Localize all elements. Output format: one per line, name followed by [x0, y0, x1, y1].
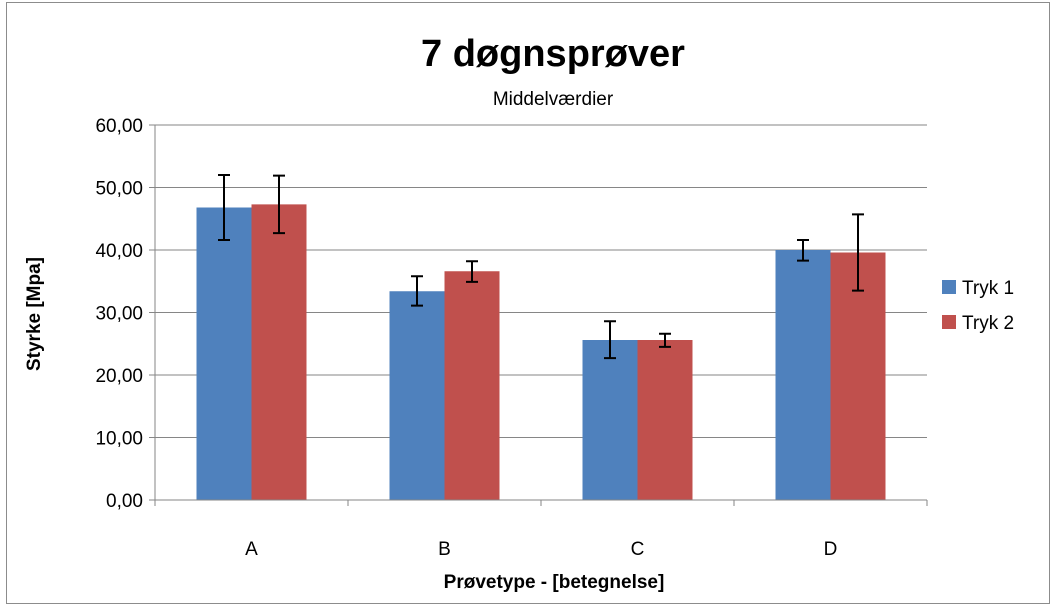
legend-label: Tryk 2 — [962, 313, 1014, 334]
bar — [775, 250, 831, 500]
y-tick-label: 50,00 — [95, 179, 143, 200]
chart-title: 7 døgnsprøver — [421, 33, 685, 75]
y-tick-label: 0,00 — [106, 491, 143, 512]
x-tick-labels: A B C D — [245, 539, 837, 560]
x-tick-label: D — [824, 539, 838, 560]
x-axis-label: Prøvetype - [betegnelse] — [444, 572, 665, 593]
y-tick-label: 20,00 — [95, 366, 143, 387]
bar — [637, 340, 693, 500]
error-bars — [218, 174, 864, 360]
bar — [389, 291, 445, 500]
y-tick-labels: 0,00 10,00 20,00 30,00 40,00 50,00 60,00 — [95, 116, 143, 512]
y-tick-label: 40,00 — [95, 241, 143, 262]
x-tick-label: C — [631, 539, 645, 560]
y-tick-label: 10,00 — [95, 429, 143, 450]
x-tick-label: A — [245, 539, 258, 560]
chart-subtitle: Middelværdier — [493, 89, 614, 110]
legend: Tryk 1 Tryk 2 — [942, 278, 1014, 334]
axes — [149, 124, 928, 506]
bar — [251, 204, 307, 500]
y-axis-label: Styrke [Mpa] — [24, 257, 45, 371]
bar — [830, 252, 886, 500]
bars — [196, 204, 886, 500]
bar — [582, 340, 638, 500]
bar — [196, 207, 252, 500]
legend-swatch — [942, 315, 956, 329]
legend-swatch — [942, 280, 956, 294]
y-tick-label: 30,00 — [95, 304, 143, 325]
y-tick-label: 60,00 — [95, 116, 143, 137]
legend-label: Tryk 1 — [962, 278, 1014, 299]
bar — [444, 271, 500, 500]
x-tick-label: B — [438, 539, 451, 560]
